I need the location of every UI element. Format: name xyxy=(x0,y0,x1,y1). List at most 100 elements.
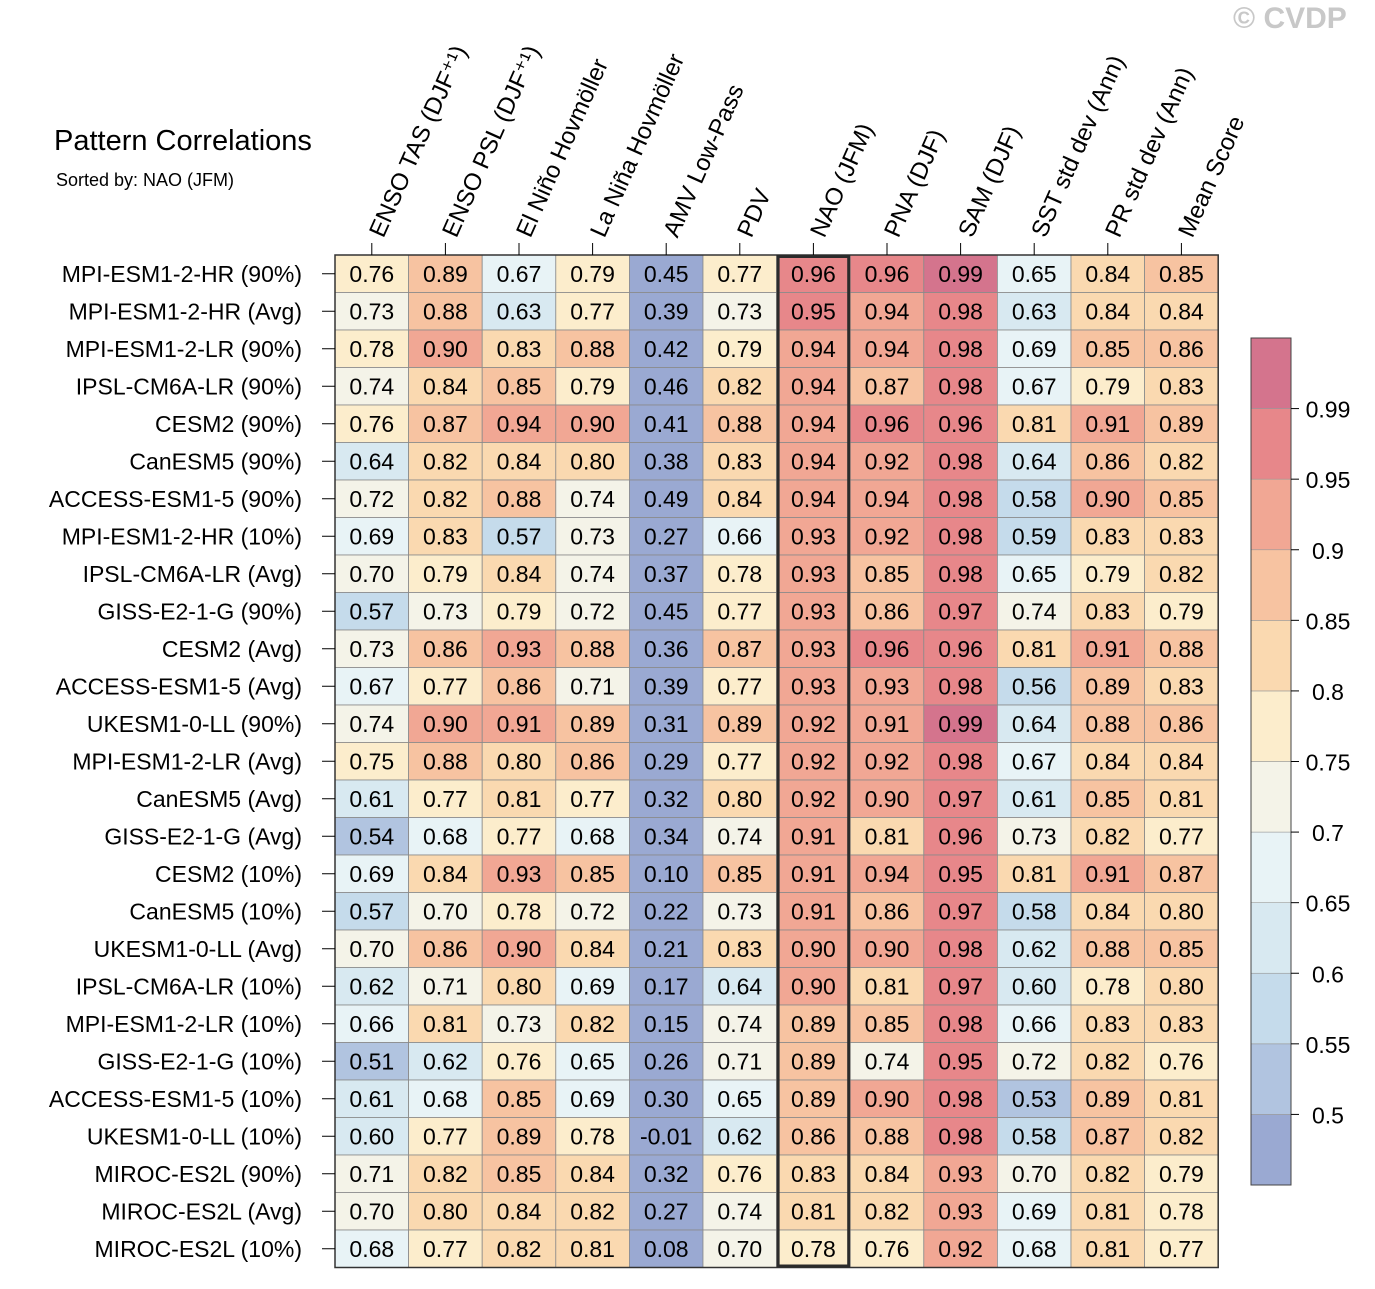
cell-value: 0.98 xyxy=(938,936,983,962)
cell-value: 0.90 xyxy=(865,936,910,962)
heatmap-cell xyxy=(481,1117,557,1156)
cell-value: 0.94 xyxy=(791,336,836,362)
heatmap-cell xyxy=(702,817,777,856)
cell-value: 0.53 xyxy=(1012,1086,1057,1112)
cell-value: 0.77 xyxy=(423,1236,468,1262)
heatmap-cell xyxy=(849,1229,925,1268)
cell-value: 0.58 xyxy=(1012,1123,1057,1149)
heatmap-cell xyxy=(555,554,630,593)
row-label: MPI-ESM1-2-LR (10%) xyxy=(66,1011,302,1037)
cell-value: 0.80 xyxy=(1159,973,1204,999)
cell-value: 0.89 xyxy=(423,261,468,287)
cell-value: 0.79 xyxy=(497,598,542,624)
cell-value: 0.80 xyxy=(1159,898,1204,924)
colorbar-segment xyxy=(1250,761,1292,833)
colorbar-label: 0.95 xyxy=(1306,467,1351,493)
cell-value: 0.91 xyxy=(791,861,836,887)
heatmap-cell xyxy=(923,629,998,668)
cell-value: 0.77 xyxy=(1159,823,1204,849)
cell-value: 0.83 xyxy=(1085,523,1130,549)
cell-value: 0.58 xyxy=(1012,898,1057,924)
heatmap-cell xyxy=(997,554,1072,593)
cell-value: 0.77 xyxy=(423,1123,468,1149)
heatmap-cell xyxy=(334,1154,409,1193)
cell-value: 0.97 xyxy=(938,786,983,812)
heatmap-cell xyxy=(702,742,777,781)
heatmap-cell xyxy=(334,929,409,968)
cell-value: 0.89 xyxy=(717,711,762,737)
cell-value: 0.29 xyxy=(644,748,689,774)
heatmap-cell xyxy=(1070,442,1145,481)
cell-value: 0.34 xyxy=(644,823,689,849)
heatmap-cell xyxy=(923,1079,998,1118)
heatmap-cell xyxy=(629,1079,704,1118)
heatmap-cell xyxy=(334,854,409,893)
chart-subtitle: Sorted by: NAO (JFM) xyxy=(56,170,235,190)
cell-value: 0.77 xyxy=(717,598,762,624)
cell-value: 0.92 xyxy=(791,711,836,737)
heatmap-cell xyxy=(481,929,557,968)
heatmap-cell xyxy=(849,967,925,1006)
heatmap-cell xyxy=(849,254,925,293)
cell-value: 0.90 xyxy=(423,336,468,362)
cell-value: 0.85 xyxy=(1085,336,1130,362)
cell-value: 0.82 xyxy=(570,1011,615,1037)
cell-value: 0.82 xyxy=(1085,1048,1130,1074)
cell-value: 0.45 xyxy=(644,261,689,287)
heatmap-cell xyxy=(334,442,409,481)
heatmap-cell xyxy=(629,442,704,481)
cell-value: 0.91 xyxy=(791,898,836,924)
heatmap-cell xyxy=(776,742,851,781)
heatmap-cell xyxy=(849,629,925,668)
heatmap-cell xyxy=(334,404,409,443)
cell-value: 0.96 xyxy=(938,823,983,849)
cell-value: 0.90 xyxy=(791,936,836,962)
cell-value: 0.88 xyxy=(1085,711,1130,737)
heatmap-cell xyxy=(702,704,777,743)
heatmap-cell xyxy=(629,967,704,1006)
colorbar-label: 0.9 xyxy=(1312,538,1344,564)
heatmap-cell xyxy=(408,892,483,931)
cell-value: 0.84 xyxy=(570,1161,615,1187)
heatmap-cell xyxy=(923,967,998,1006)
cell-value: 0.96 xyxy=(865,261,910,287)
cell-value: 0.41 xyxy=(644,411,689,437)
heatmap-cell xyxy=(481,329,557,368)
cell-value: 0.82 xyxy=(423,486,468,512)
cell-value: 0.89 xyxy=(1159,411,1204,437)
heatmap-cell xyxy=(555,442,630,481)
cell-value: 0.93 xyxy=(938,1198,983,1224)
cell-value: 0.88 xyxy=(717,411,762,437)
cell-value: 0.94 xyxy=(791,411,836,437)
cell-value: 0.74 xyxy=(349,373,394,399)
heatmap-cell xyxy=(849,1154,925,1193)
row-label: ACCESS-ESM1-5 (Avg) xyxy=(56,673,302,699)
heatmap-cell xyxy=(1144,929,1219,968)
cell-value: 0.61 xyxy=(349,786,394,812)
cell-value: 0.81 xyxy=(1012,861,1057,887)
heatmap-cell xyxy=(334,704,409,743)
row-label: IPSL-CM6A-LR (Avg) xyxy=(83,561,302,587)
cell-value: 0.90 xyxy=(865,1086,910,1112)
cell-value: 0.62 xyxy=(423,1048,468,1074)
heatmap-cell xyxy=(776,629,851,668)
cell-value: 0.15 xyxy=(644,1011,689,1037)
cell-value: 0.86 xyxy=(423,936,468,962)
colorbar-label: 0.99 xyxy=(1306,397,1351,423)
cell-value: 0.77 xyxy=(570,786,615,812)
cell-value: 0.83 xyxy=(497,336,542,362)
heatmap-cell xyxy=(702,404,777,443)
cell-value: 0.73 xyxy=(349,298,394,324)
highlight-column-box xyxy=(776,255,851,1268)
cell-value: 0.92 xyxy=(865,748,910,774)
cell-value: 0.91 xyxy=(791,823,836,849)
heatmap-cell xyxy=(702,1079,777,1118)
cell-value: 0.91 xyxy=(1085,411,1130,437)
heatmap-cell xyxy=(923,1192,998,1231)
cell-value: 0.66 xyxy=(1012,1011,1057,1037)
cell-value: 0.88 xyxy=(570,336,615,362)
heatmap-cell xyxy=(629,517,704,556)
heatmap-cell xyxy=(1144,1004,1219,1043)
row-label: MPI-ESM1-2-LR (Avg) xyxy=(72,748,302,774)
heatmap-cell xyxy=(923,892,998,931)
